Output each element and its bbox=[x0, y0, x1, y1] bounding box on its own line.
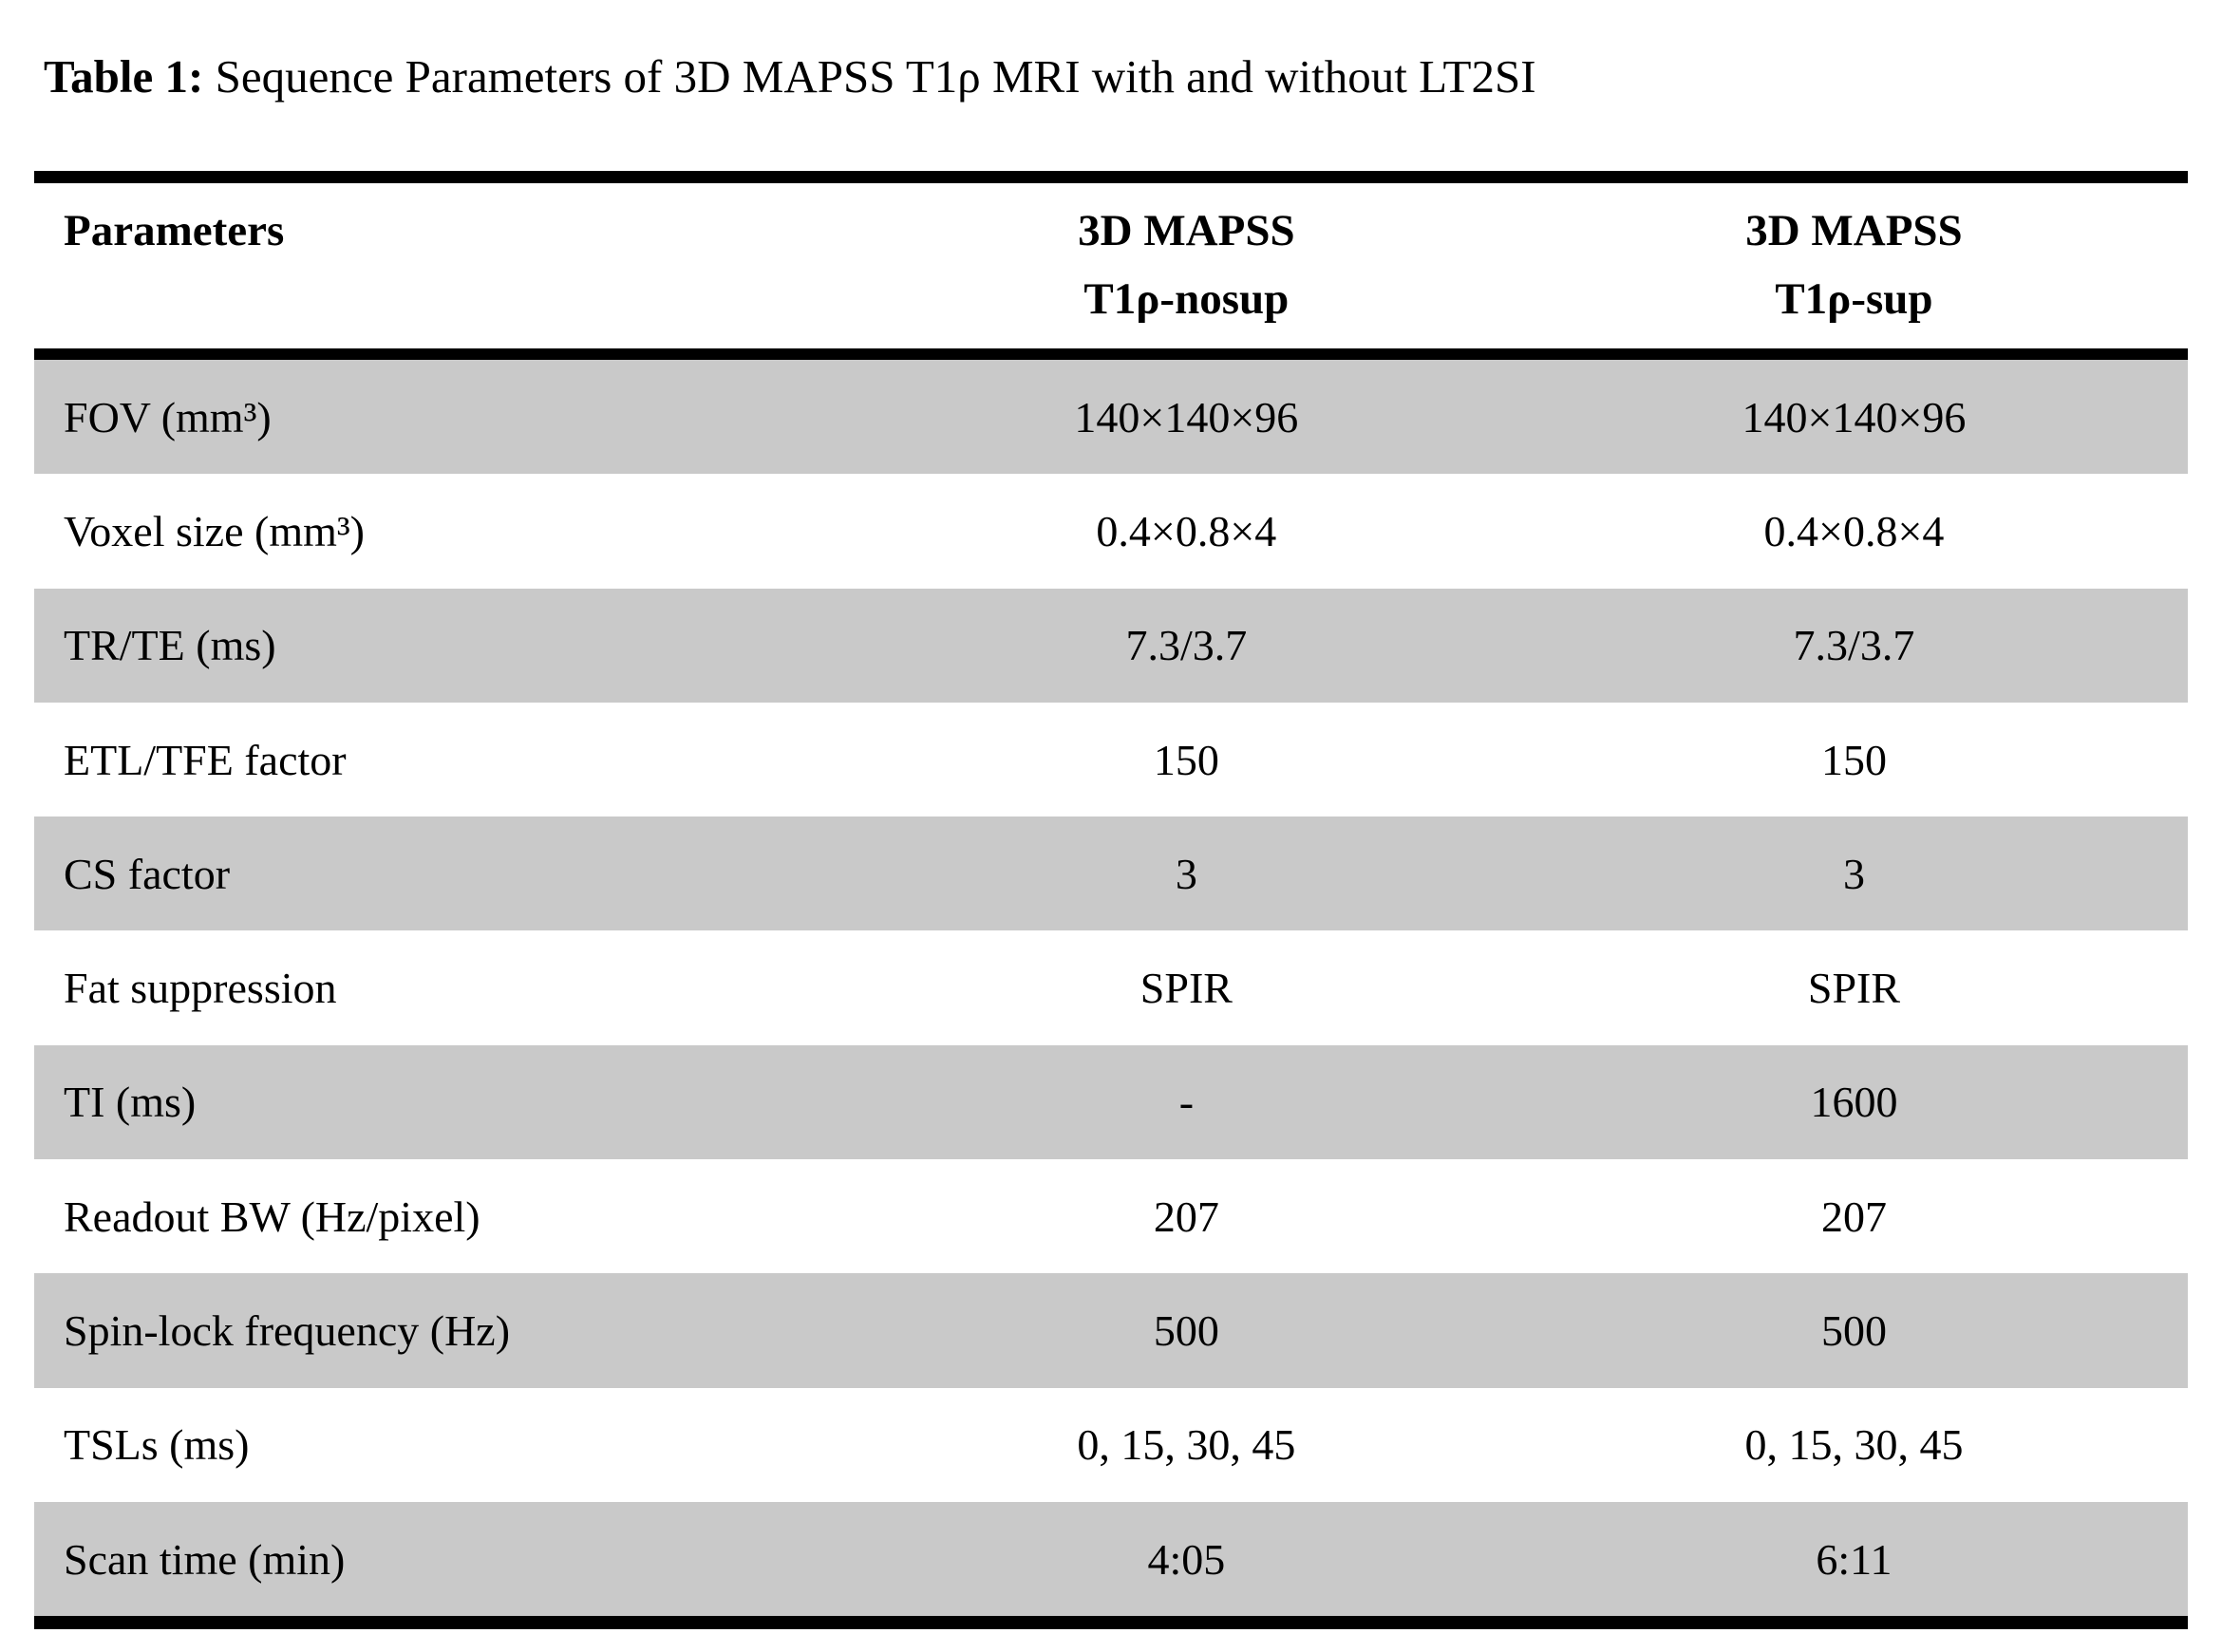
sup-value-cell: 6:11 bbox=[1816, 1534, 1892, 1584]
sup-value-cell: 1600 bbox=[1810, 1078, 1898, 1127]
sup-value-cell: 150 bbox=[1820, 735, 1887, 784]
table-body: FOV (mm³) 140×140×96 140×140×96 Voxel si… bbox=[34, 360, 2188, 1617]
sup-value-cell: SPIR bbox=[1807, 964, 1901, 1013]
table-row: ETL/TFE factor 150 150 bbox=[34, 703, 2188, 817]
header-sup-line2: T1ρ-sup bbox=[1775, 274, 1933, 324]
nosup-value-cell: 207 bbox=[1153, 1192, 1219, 1241]
sup-value-cell: 500 bbox=[1820, 1306, 1887, 1356]
nosup-value-cell: 140×140×96 bbox=[1074, 392, 1299, 441]
header-nosup-line2: T1ρ-nosup bbox=[1083, 274, 1290, 324]
nosup-value-cell: 0.4×0.8×4 bbox=[1096, 506, 1277, 555]
sup-value-cell: 0.4×0.8×4 bbox=[1763, 506, 1945, 555]
sup-value-cell: 207 bbox=[1820, 1192, 1887, 1241]
header-sup: 3D MAPSS T1ρ-sup bbox=[1520, 197, 2188, 333]
parameter-name-cell: FOV (mm³) bbox=[64, 392, 272, 441]
table-caption: Table 1: Sequence Parameters of 3D MAPSS… bbox=[44, 47, 1536, 105]
table-row: Readout BW (Hz/pixel) 207 207 bbox=[34, 1159, 2188, 1273]
header-parameters: Parameters bbox=[64, 206, 285, 255]
table-row: Scan time (min) 4:05 6:11 bbox=[34, 1501, 2188, 1617]
parameter-name-cell: ETL/TFE factor bbox=[64, 735, 347, 784]
parameter-name-cell: TR/TE (ms) bbox=[64, 621, 276, 670]
table-caption-label: Table 1: bbox=[44, 50, 204, 103]
nosup-value-cell: 7.3/3.7 bbox=[1125, 621, 1248, 670]
nosup-value-cell: 150 bbox=[1153, 735, 1219, 784]
table-header-rule bbox=[34, 348, 2188, 360]
table-row: FOV (mm³) 140×140×96 140×140×96 bbox=[34, 360, 2188, 475]
header-nosup: 3D MAPSS T1ρ-nosup bbox=[853, 197, 1520, 333]
header-sup-line1: 3D MAPSS bbox=[1745, 206, 1963, 255]
parameter-name-cell: Fat suppression bbox=[64, 964, 337, 1013]
table-row: Fat suppression SPIR SPIR bbox=[34, 930, 2188, 1044]
nosup-value-cell: 0, 15, 30, 45 bbox=[1077, 1420, 1296, 1470]
parameters-table: Parameters 3D MAPSS T1ρ-nosup 3D MAPSS T… bbox=[34, 171, 2188, 1630]
parameter-name-cell: Spin-lock frequency (Hz) bbox=[64, 1306, 511, 1356]
table-row: TSLs (ms) 0, 15, 30, 45 0, 15, 30, 45 bbox=[34, 1388, 2188, 1502]
parameter-name-cell: Voxel size (mm³) bbox=[64, 506, 365, 555]
table-row: TI (ms) - 1600 bbox=[34, 1044, 2188, 1160]
sup-value-cell: 0, 15, 30, 45 bbox=[1744, 1420, 1964, 1470]
table-top-rule bbox=[34, 171, 2188, 183]
sup-value-cell: 3 bbox=[1842, 849, 1865, 898]
table-caption-text: Sequence Parameters of 3D MAPSS T1ρ MRI … bbox=[215, 50, 1536, 103]
table-row: Voxel size (mm³) 0.4×0.8×4 0.4×0.8×4 bbox=[34, 474, 2188, 588]
parameter-name-cell: CS factor bbox=[64, 849, 231, 898]
nosup-value-cell: 3 bbox=[1175, 849, 1197, 898]
nosup-value-cell: SPIR bbox=[1139, 964, 1233, 1013]
parameter-name-cell: Scan time (min) bbox=[64, 1534, 346, 1584]
table-row: CS factor 3 3 bbox=[34, 817, 2188, 931]
parameter-name-cell: TSLs (ms) bbox=[64, 1420, 250, 1470]
sup-value-cell: 7.3/3.7 bbox=[1793, 621, 1915, 670]
parameter-name-cell: TI (ms) bbox=[64, 1078, 197, 1127]
table-bottom-rule bbox=[34, 1616, 2188, 1630]
nosup-value-cell: 4:05 bbox=[1147, 1534, 1226, 1584]
table-row: TR/TE (ms) 7.3/3.7 7.3/3.7 bbox=[34, 588, 2188, 703]
nosup-value-cell: - bbox=[1178, 1078, 1195, 1127]
nosup-value-cell: 500 bbox=[1153, 1306, 1219, 1356]
header-nosup-line1: 3D MAPSS bbox=[1078, 206, 1295, 255]
parameter-name-cell: Readout BW (Hz/pixel) bbox=[64, 1192, 480, 1241]
table-row: Spin-lock frequency (Hz) 500 500 bbox=[34, 1273, 2188, 1388]
table-header-row: Parameters 3D MAPSS T1ρ-nosup 3D MAPSS T… bbox=[34, 183, 2188, 348]
sup-value-cell: 140×140×96 bbox=[1742, 392, 1967, 441]
